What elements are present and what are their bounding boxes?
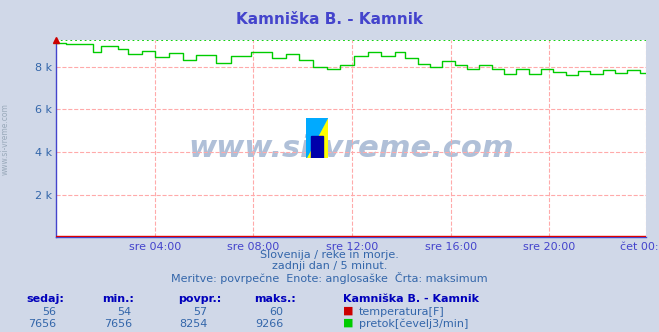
Text: povpr.:: povpr.: xyxy=(178,294,221,304)
Text: ■: ■ xyxy=(343,318,353,328)
Text: sedaj:: sedaj: xyxy=(26,294,64,304)
Text: Kamniška B. - Kamnik: Kamniška B. - Kamnik xyxy=(236,12,423,27)
Text: 9266: 9266 xyxy=(255,319,283,329)
Polygon shape xyxy=(306,118,328,158)
Text: 7656: 7656 xyxy=(28,319,56,329)
Text: 57: 57 xyxy=(194,307,208,317)
Text: 8254: 8254 xyxy=(179,319,208,329)
Text: www.si-vreme.com: www.si-vreme.com xyxy=(188,134,514,163)
Text: maks.:: maks.: xyxy=(254,294,295,304)
Text: 56: 56 xyxy=(42,307,56,317)
Text: ■: ■ xyxy=(343,306,353,316)
Text: 54: 54 xyxy=(118,307,132,317)
Text: www.si-vreme.com: www.si-vreme.com xyxy=(1,104,10,175)
Text: zadnji dan / 5 minut.: zadnji dan / 5 minut. xyxy=(272,261,387,271)
Text: 7656: 7656 xyxy=(103,319,132,329)
Polygon shape xyxy=(306,118,328,158)
Text: 60: 60 xyxy=(270,307,283,317)
Bar xyxy=(310,136,324,158)
Text: temperatura[F]: temperatura[F] xyxy=(359,307,445,317)
Text: Kamniška B. - Kamnik: Kamniška B. - Kamnik xyxy=(343,294,478,304)
Text: pretok[čevelj3/min]: pretok[čevelj3/min] xyxy=(359,319,469,329)
Text: Slovenija / reke in morje.: Slovenija / reke in morje. xyxy=(260,250,399,260)
Text: Meritve: povrpečne  Enote: anglosaške  Črta: maksimum: Meritve: povrpečne Enote: anglosaške Črt… xyxy=(171,272,488,284)
Text: min.:: min.: xyxy=(102,294,134,304)
